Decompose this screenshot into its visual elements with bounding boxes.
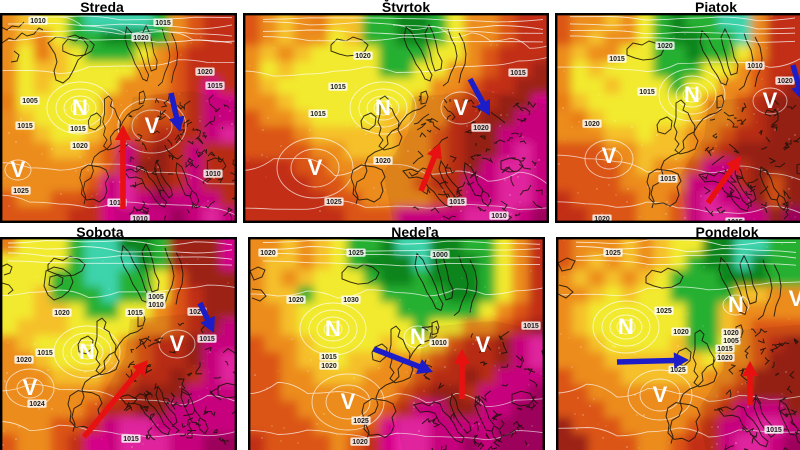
svg-text:1005: 1005 — [22, 98, 38, 105]
svg-text:1015: 1015 — [207, 83, 223, 90]
svg-text:1010: 1010 — [205, 171, 221, 178]
svg-text:1020: 1020 — [54, 310, 70, 317]
svg-text:1025: 1025 — [348, 250, 364, 257]
svg-text:V: V — [308, 155, 323, 180]
svg-text:V: V — [454, 95, 469, 120]
svg-text:1010: 1010 — [747, 63, 763, 70]
svg-text:1015: 1015 — [321, 354, 337, 361]
svg-text:V: V — [602, 143, 617, 168]
svg-text:1010: 1010 — [431, 340, 447, 347]
svg-text:N: N — [410, 324, 426, 349]
svg-text:1020: 1020 — [189, 309, 205, 316]
svg-text:1015: 1015 — [660, 176, 676, 183]
svg-text:1020: 1020 — [717, 355, 733, 362]
svg-text:1025: 1025 — [13, 188, 29, 195]
svg-text:V: V — [11, 157, 26, 182]
svg-text:1005: 1005 — [148, 294, 164, 301]
svg-text:1015: 1015 — [330, 84, 346, 91]
svg-text:N: N — [79, 339, 95, 364]
svg-text:1015: 1015 — [766, 427, 782, 434]
svg-text:1015: 1015 — [127, 310, 143, 317]
svg-text:V: V — [341, 389, 356, 414]
svg-text:N: N — [72, 95, 88, 120]
svg-text:1010: 1010 — [30, 18, 46, 25]
svg-text:1025: 1025 — [670, 367, 686, 374]
svg-text:1010: 1010 — [132, 216, 148, 223]
svg-text:1020: 1020 — [584, 121, 600, 128]
svg-text:1020: 1020 — [594, 216, 610, 223]
svg-text:N: N — [375, 95, 391, 120]
svg-text:V: V — [23, 375, 38, 400]
svg-text:V: V — [145, 113, 160, 138]
svg-text:N: N — [684, 82, 700, 107]
svg-text:1020: 1020 — [16, 357, 32, 364]
svg-text:1020: 1020 — [723, 330, 739, 337]
svg-text:1015: 1015 — [199, 336, 215, 343]
svg-text:1010: 1010 — [491, 213, 507, 220]
svg-text:1015: 1015 — [449, 199, 465, 206]
svg-text:1020: 1020 — [657, 43, 673, 50]
svg-text:1020: 1020 — [673, 329, 689, 336]
svg-text:1015: 1015 — [609, 56, 625, 63]
svg-text:1020: 1020 — [260, 250, 276, 257]
svg-text:1015: 1015 — [523, 323, 539, 330]
svg-text:1015: 1015 — [310, 111, 326, 118]
svg-text:1020: 1020 — [133, 35, 149, 42]
svg-text:1025: 1025 — [656, 308, 672, 315]
svg-text:1005: 1005 — [723, 338, 739, 345]
svg-text:1015: 1015 — [37, 350, 53, 357]
svg-text:V: V — [763, 88, 778, 113]
svg-text:1015: 1015 — [155, 20, 171, 27]
svg-text:1020: 1020 — [777, 78, 793, 85]
svg-text:1025: 1025 — [326, 199, 342, 206]
svg-text:1020: 1020 — [321, 363, 337, 370]
svg-text:1015: 1015 — [123, 436, 139, 443]
svg-text:1010: 1010 — [148, 302, 164, 309]
svg-text:1024: 1024 — [29, 401, 45, 408]
svg-text:1015: 1015 — [639, 89, 655, 96]
svg-text:V: V — [653, 382, 668, 407]
svg-text:1015: 1015 — [717, 346, 733, 353]
svg-text:N: N — [728, 292, 744, 317]
svg-text:1025: 1025 — [605, 250, 621, 257]
svg-text:V: V — [476, 332, 491, 357]
svg-text:1025: 1025 — [353, 418, 369, 425]
svg-text:1020: 1020 — [375, 158, 391, 165]
svg-text:N: N — [618, 314, 634, 339]
svg-text:1000: 1000 — [432, 252, 448, 259]
svg-text:V: V — [789, 286, 800, 311]
svg-text:1015: 1015 — [109, 200, 125, 207]
svg-text:1015: 1015 — [17, 123, 33, 130]
svg-text:1015: 1015 — [510, 70, 526, 77]
svg-text:1030: 1030 — [343, 297, 359, 304]
svg-text:N: N — [325, 316, 341, 341]
svg-text:1020: 1020 — [288, 297, 304, 304]
svg-text:1020: 1020 — [197, 69, 213, 76]
svg-text:1020: 1020 — [473, 125, 489, 132]
svg-text:1020: 1020 — [355, 53, 371, 60]
svg-text:1020: 1020 — [72, 143, 88, 150]
svg-text:V: V — [170, 331, 185, 356]
svg-text:1015: 1015 — [70, 126, 86, 133]
svg-text:1020: 1020 — [352, 439, 368, 446]
